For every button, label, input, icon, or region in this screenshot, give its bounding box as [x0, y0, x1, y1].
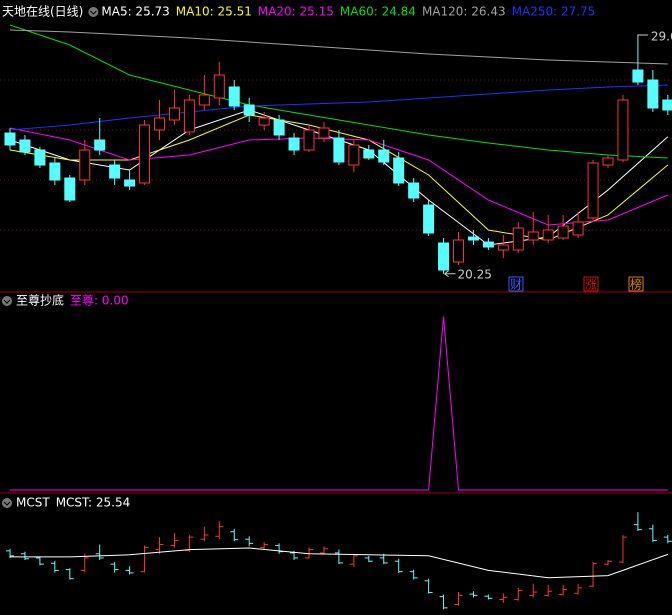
mcst-line — [10, 547, 668, 579]
candle-body — [662, 99, 672, 111]
candle-body — [393, 157, 405, 184]
annotation-label: 20.25 — [458, 267, 492, 281]
candle-body — [348, 144, 360, 166]
candle-body — [423, 204, 435, 234]
legend-entry: MA60: 24.84 — [340, 5, 416, 19]
candle-body — [453, 239, 464, 263]
candle-body — [288, 137, 300, 151]
candle-body — [647, 79, 659, 109]
candle-body — [408, 182, 420, 199]
candle-body — [512, 227, 524, 251]
candle-body — [258, 117, 270, 126]
candle-body — [198, 94, 210, 106]
candle-body — [183, 99, 195, 133]
collapse-icon — [2, 296, 12, 306]
legend-entry: MA10: 25.51 — [176, 5, 252, 19]
candle-body — [542, 229, 554, 241]
collapse-icon — [2, 498, 12, 508]
event-marker-label: 财 — [510, 278, 522, 292]
ma-line — [9, 24, 668, 159]
candle-body — [557, 225, 569, 239]
candle-body — [303, 129, 315, 151]
legend-entry: MA120: 26.43 — [422, 5, 506, 19]
candle-body — [154, 117, 165, 131]
ma-line — [9, 84, 668, 131]
candle-body — [213, 74, 225, 99]
event-marker — [628, 276, 644, 292]
candle-body — [632, 69, 644, 83]
annotation-leader — [637, 34, 648, 40]
chart-title: 天地在线(日线) — [2, 5, 83, 19]
collapse-icon-arrow — [3, 501, 11, 506]
collapse-icon-arrow — [90, 10, 97, 15]
panel-title: MCST — [16, 496, 50, 510]
ma-line — [9, 29, 668, 65]
panel-title: 至尊抄底 — [16, 293, 64, 308]
event-marker-label: 涨 — [585, 277, 597, 292]
legend-entry: MA20: 25.15 — [258, 5, 334, 19]
candle-body — [438, 242, 450, 271]
event-marker — [508, 276, 524, 292]
legend-entry: 至尊: 0.00 — [70, 293, 129, 308]
candle-body — [378, 149, 390, 163]
legend-entry: MA250: 27.75 — [512, 5, 596, 19]
candle-body — [617, 99, 629, 161]
candle-body — [273, 119, 285, 136]
annotation-label: 29.6 — [651, 30, 672, 44]
candle-body — [228, 86, 240, 107]
candle-body — [19, 139, 31, 153]
candle-body — [482, 241, 494, 248]
candle-body — [333, 137, 345, 163]
candle-body — [497, 244, 509, 251]
candle-body — [587, 162, 599, 219]
legend-entry: MCST: 25.54 — [56, 496, 131, 510]
candle-body — [572, 221, 584, 236]
legend-entry: MA5: 25.73 — [101, 5, 169, 19]
candle-body — [139, 124, 151, 184]
candle-body — [64, 177, 76, 201]
annotation-leader — [444, 270, 456, 278]
candle-body — [49, 162, 61, 181]
candle-body — [602, 157, 614, 166]
event-marker — [583, 276, 599, 292]
candle-body — [79, 149, 91, 181]
candle-body — [109, 164, 121, 179]
collapse-icon — [88, 7, 99, 17]
candle-body — [124, 179, 136, 187]
candle-body — [34, 149, 46, 166]
candle-body — [318, 127, 330, 139]
candle-body — [168, 107, 180, 121]
candle-body — [527, 231, 539, 241]
candle-body — [94, 139, 106, 151]
candle-body — [467, 236, 479, 241]
signal-line — [10, 316, 668, 491]
candle-body — [243, 104, 255, 116]
collapse-icon-arrow — [3, 299, 11, 304]
candle-body — [363, 149, 375, 159]
candle-body — [4, 132, 16, 146]
event-marker-label: 榜 — [630, 277, 642, 292]
